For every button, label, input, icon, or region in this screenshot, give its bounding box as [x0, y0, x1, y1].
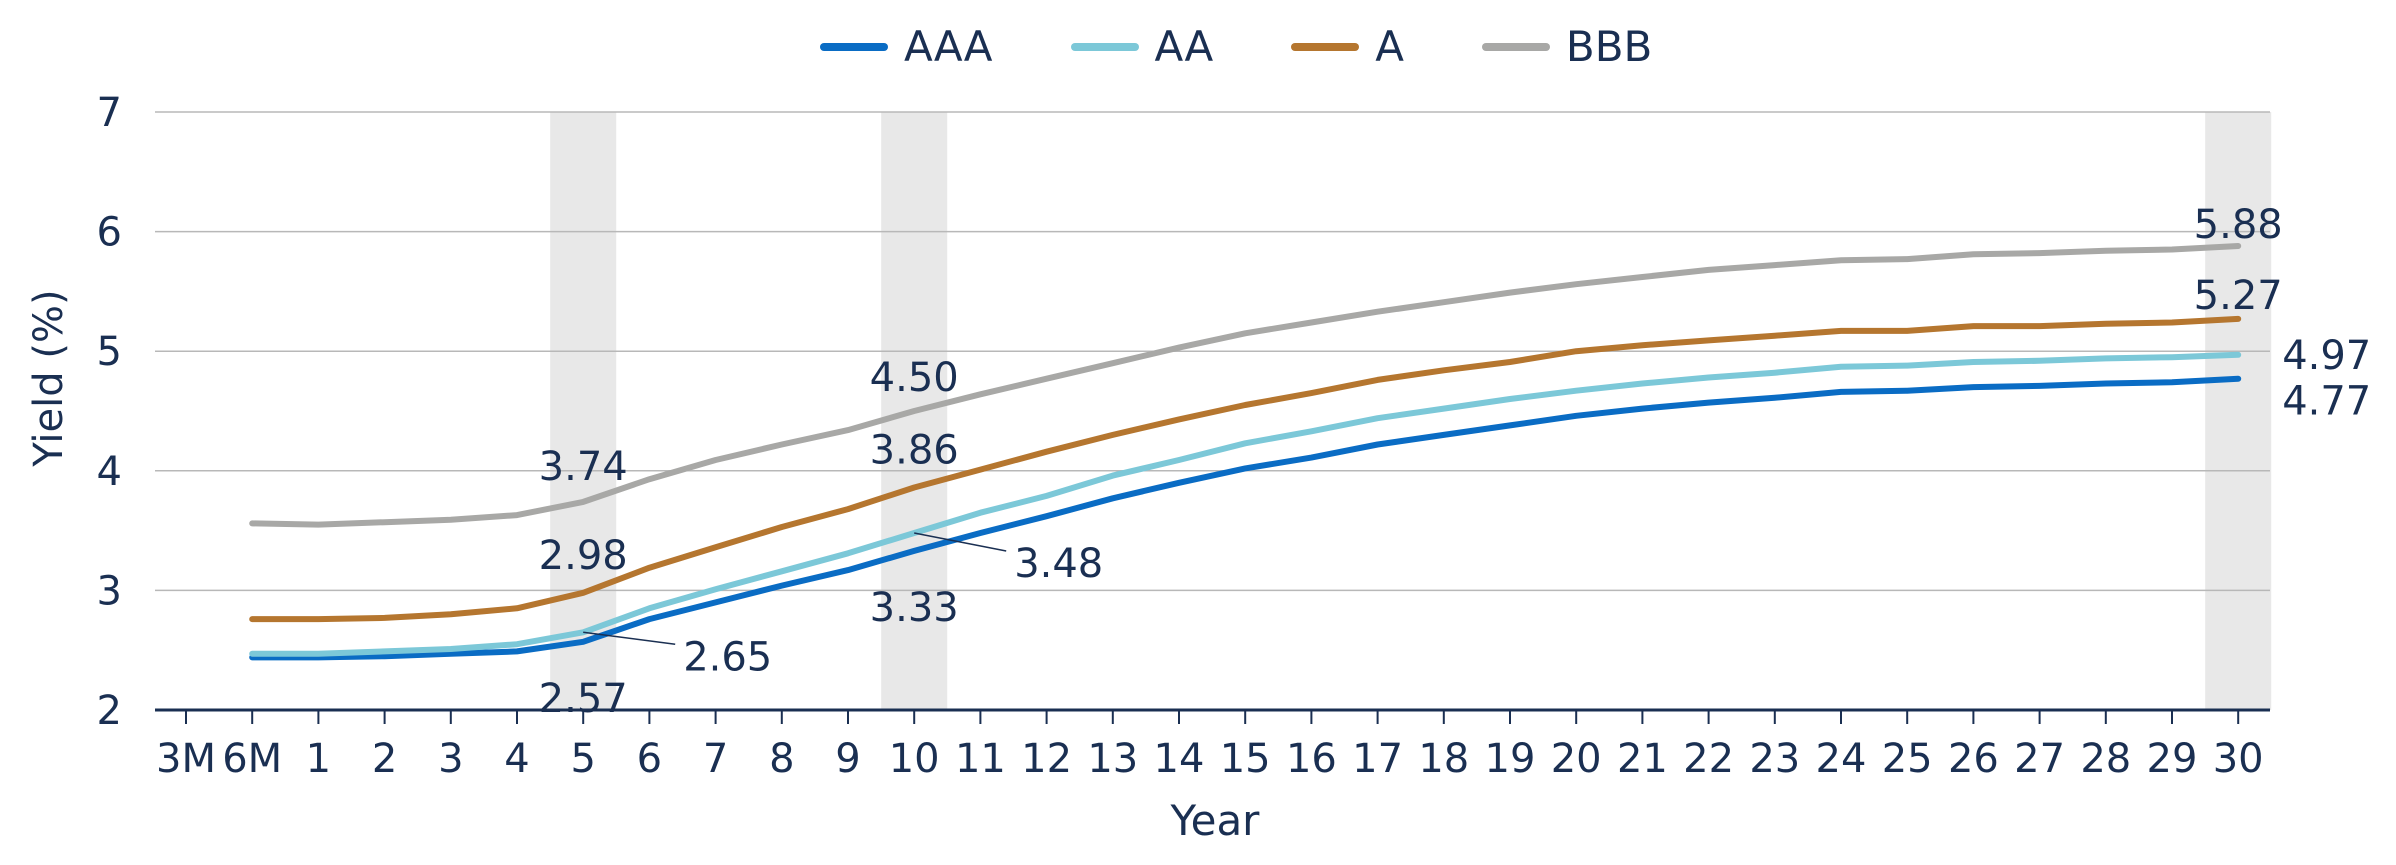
y-axis-title: Yield (%) [26, 289, 72, 467]
series-line-aa [249, 351, 2242, 657]
highlight-band-30 [2205, 112, 2272, 710]
x-tick-label: 8 [769, 736, 794, 782]
data-label: 2.98 [539, 533, 628, 579]
legend-label-aa: AA [1154, 22, 1214, 71]
x-tick-label: 16 [1286, 736, 1337, 782]
x-tick-label: 5 [570, 736, 595, 782]
x-tick-label: 23 [1749, 736, 1800, 782]
data-labels: 3.74 2.98 2.65 2.57 4.50 3.86 3.48 3.33 5.88 5.27… [539, 202, 2372, 722]
x-tick-label: 18 [1418, 736, 1469, 782]
series-lines [249, 243, 2242, 661]
x-tick-label: 20 [1551, 736, 1602, 782]
data-label: 4.77 [2282, 379, 2371, 425]
legend-item-aaa: AAA [820, 22, 993, 71]
x-tick-label: 25 [1882, 736, 1933, 782]
legend-swatch-aaa [820, 42, 888, 51]
y-tick-label: 6 [97, 210, 122, 256]
label-leader-lines [583, 532, 1007, 646]
legend-item-bbb: BBB [1481, 22, 1653, 71]
legend-swatch-aa [1070, 42, 1139, 51]
y-tick-label: 3 [97, 568, 122, 614]
x-tick-label: 28 [2080, 736, 2131, 782]
x-tick-label: 29 [2147, 736, 2198, 782]
x-axis-title: Year [1170, 796, 1261, 845]
highlight-band-5 [550, 112, 617, 710]
x-tick-label: 21 [1617, 736, 1668, 782]
y-tick-label: 7 [97, 90, 122, 136]
x-tick-label: 3M [156, 736, 216, 782]
leader-line [583, 631, 676, 646]
gridlines [155, 111, 2270, 724]
data-label: 5.88 [2194, 202, 2283, 248]
x-tick-label: 4 [504, 736, 529, 782]
x-tick-label: 26 [1948, 736, 1999, 782]
x-tick-label: 22 [1683, 736, 1734, 782]
legend-item-aa: AA [1070, 22, 1214, 71]
data-label: 3.74 [539, 444, 628, 490]
data-label: 4.97 [2282, 333, 2371, 379]
x-tick-labels: 3M 6M 1 2 3 4 5 6 7 8 9 10 11 12 13 14 15 16 17 18 19 20 21 22 2… [156, 736, 2264, 782]
x-tick-label: 7 [703, 736, 728, 782]
y-tick-label: 5 [97, 329, 122, 375]
x-tick-label: 12 [1021, 736, 1072, 782]
legend: AAA AA A BBB [820, 22, 1730, 71]
x-tick-label: 15 [1220, 736, 1271, 782]
leader-line [914, 532, 1007, 552]
data-label: 3.48 [1014, 541, 1103, 587]
data-label: 5.27 [2194, 273, 2283, 319]
x-tick-label: 19 [1485, 736, 1536, 782]
data-label: 3.33 [870, 585, 959, 631]
y-tick-label: 2 [97, 688, 122, 734]
legend-swatch-a [1291, 42, 1360, 51]
y-tick-labels: 2 3 4 5 6 7 [97, 90, 122, 734]
x-tick-label: 30 [2213, 736, 2264, 782]
x-tick-label: 10 [889, 736, 940, 782]
data-label: 2.65 [683, 634, 772, 680]
x-tick-label: 6M [222, 736, 282, 782]
x-tick-label: 9 [835, 736, 860, 782]
x-tick-label: 2 [372, 736, 397, 782]
data-label: 4.50 [870, 355, 959, 401]
highlight-bands [550, 112, 2272, 710]
x-tick-label: 3 [438, 736, 463, 782]
x-tick-label: 1 [306, 736, 331, 782]
legend-label-bbb: BBB [1565, 22, 1653, 71]
legend-swatch-bbb [1481, 42, 1550, 51]
series-line-bbb [249, 243, 2242, 528]
x-tick-label: 11 [955, 736, 1006, 782]
x-tick-label: 14 [1154, 736, 1205, 782]
legend-item-a: A [1291, 22, 1404, 71]
data-label: 3.86 [870, 428, 959, 474]
x-tick-label: 24 [1816, 736, 1867, 782]
series-line-aaa [249, 375, 2242, 661]
series-line-a [249, 315, 2242, 623]
x-tick-label: 27 [2014, 736, 2065, 782]
x-tick-label: 17 [1352, 736, 1403, 782]
data-label: 2.57 [539, 676, 628, 722]
legend-label-a: A [1375, 22, 1404, 71]
legend-label-aaa: AAA [904, 22, 993, 71]
x-tick-label: 6 [637, 736, 662, 782]
y-tick-label: 4 [97, 449, 122, 495]
x-tick-label: 13 [1087, 736, 1138, 782]
